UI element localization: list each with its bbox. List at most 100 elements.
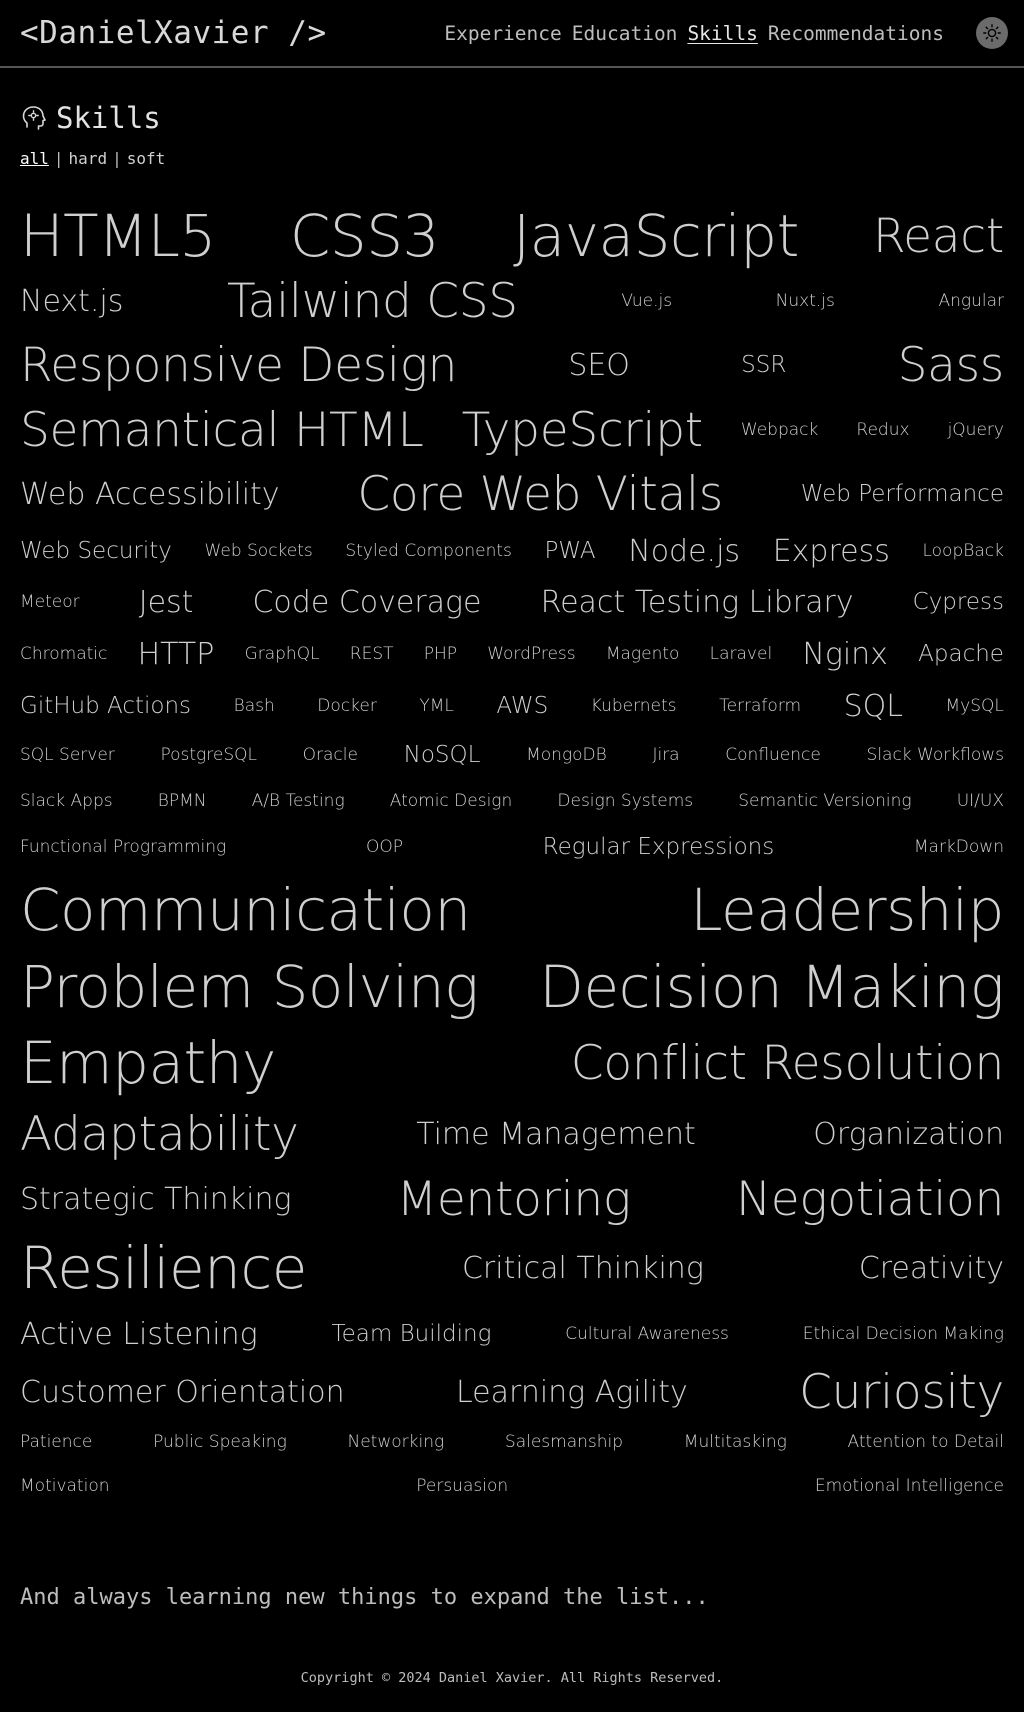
skill-tag: Meteor <box>20 592 80 612</box>
skill-tag: Nginx <box>802 636 888 672</box>
skill-tag: SQL <box>843 688 903 724</box>
filter-hard[interactable]: hard <box>68 149 108 168</box>
skill-tag: Conflict Resolution <box>570 1035 1004 1091</box>
skill-tag: Semantic Versioning <box>738 791 912 811</box>
skill-tag: A/B Testing <box>251 791 345 811</box>
skills-row: Patience Public Speaking Networking Salesma… <box>20 1420 1004 1464</box>
sun-icon <box>983 24 1001 42</box>
skills-row: Strategic Thinking Mentoring Negotiation <box>20 1166 1004 1232</box>
skill-tag: Resilience <box>20 1234 307 1302</box>
skills-row: Next.js Tailwind CSS Vue.js Nuxt.js Angular <box>20 270 1004 332</box>
skill-tag: Ethical Decision Making <box>802 1324 1004 1344</box>
skills-row: Resilience Critical Thinking Creativity <box>20 1232 1004 1304</box>
site-header: <DanielXavier /> Experience Education Sk… <box>0 0 1024 68</box>
skills-row: Meteor Jest Code Coverage React Testing Lib… <box>20 576 1004 628</box>
skill-tag: Redux <box>856 420 910 440</box>
skill-tag: JavaScript <box>513 202 799 270</box>
filter-all[interactable]: all <box>20 149 49 168</box>
skills-row: Slack Apps BPMN A/B Testing Atomic Design De… <box>20 778 1004 824</box>
skill-tag: Slack Workflows <box>866 745 1004 765</box>
skill-tag: NoSQL <box>403 742 481 768</box>
nav-skills[interactable]: Skills <box>687 21 758 45</box>
skill-tag: Chromatic <box>20 644 108 664</box>
skill-tag: Next.js <box>20 283 124 319</box>
skills-cloud: HTML5 CSS3 JavaScript React Next.js Tailwind … <box>20 202 1004 1508</box>
filter-soft[interactable]: soft <box>126 149 166 168</box>
skill-tag: Creativity <box>858 1250 1004 1286</box>
skill-tag: Express <box>772 533 890 569</box>
skill-tag: Laravel <box>709 644 773 664</box>
skills-row: Customer Orientation Learning Agility Curi… <box>20 1364 1004 1420</box>
filter-separator: | <box>112 149 122 168</box>
skills-row: Active Listening Team Building Cultural Aw… <box>20 1304 1004 1364</box>
skill-tag: Oracle <box>302 745 358 765</box>
skill-tag: MongoDB <box>526 745 607 765</box>
closing-line: And always learning new things to expand… <box>20 1585 709 1610</box>
skill-tag: Regular Expressions <box>542 834 775 860</box>
skill-tag: Critical Thinking <box>461 1250 704 1286</box>
skill-filters: all | hard | soft <box>20 149 1004 168</box>
skills-row: Responsive Design SEO SSR Sass <box>20 332 1004 398</box>
skills-row: Web Accessibility Core Web Vitals Web Perf… <box>20 462 1004 526</box>
skill-tag: OOP <box>365 837 403 857</box>
theme-toggle-button[interactable] <box>976 17 1008 49</box>
skill-tag: Public Speaking <box>153 1432 287 1452</box>
site-logo[interactable]: <DanielXavier /> <box>20 15 327 51</box>
nav-recommendations[interactable]: Recommendations <box>767 21 944 45</box>
skill-tag: PHP <box>423 644 457 664</box>
skill-tag: Styled Components <box>345 541 512 561</box>
skill-tag: React Testing Library <box>540 584 854 620</box>
skills-row: Communication Leadership <box>20 870 1004 950</box>
skill-tag: Confluence <box>725 745 821 765</box>
skill-tag: Learning Agility <box>455 1374 688 1410</box>
skill-tag: Magento <box>605 644 680 664</box>
skill-tag: MySQL <box>945 696 1004 716</box>
head-gear-icon <box>22 106 46 130</box>
skill-tag: GraphQL <box>244 644 320 664</box>
skill-tag: HTTP <box>137 636 215 672</box>
skill-tag: Problem Solving <box>20 953 479 1021</box>
skill-tag: Salesmanship <box>504 1432 624 1452</box>
skill-tag: Apache <box>918 641 1004 667</box>
skill-tag: Semantical HTML <box>20 402 424 458</box>
skill-tag: Jira <box>652 745 680 765</box>
skill-tag: Organization <box>813 1116 1004 1152</box>
skill-tag: Docker <box>317 696 377 716</box>
skill-tag: Vue.js <box>621 291 673 311</box>
skills-row: HTML5 CSS3 JavaScript React <box>20 202 1004 270</box>
skill-tag: Node.js <box>628 533 741 569</box>
skill-tag: HTML5 <box>20 202 216 270</box>
skill-tag: Multitasking <box>683 1432 787 1452</box>
skill-tag: PostgreSQL <box>160 745 257 765</box>
skill-tag: Time Management <box>416 1116 696 1152</box>
skills-row: Motivation Persuasion Emotional Intelligen… <box>20 1464 1004 1508</box>
skill-tag: Sass <box>897 337 1005 393</box>
nav-education[interactable]: Education <box>571 21 678 45</box>
skills-row: Empathy Conflict Resolution <box>20 1024 1004 1102</box>
skill-tag: Negotiation <box>735 1171 1004 1227</box>
skill-tag: WordPress <box>487 644 576 664</box>
section-title: Skills <box>56 101 161 135</box>
nav-experience[interactable]: Experience <box>444 21 562 45</box>
skill-tag: Web Accessibility <box>20 476 280 512</box>
skill-tag: Curiosity <box>799 1364 1004 1420</box>
skill-tag: Angular <box>938 291 1004 311</box>
skills-heading: Skills <box>20 101 1004 135</box>
skill-tag: TypeScript <box>461 402 704 458</box>
skill-tag: REST <box>349 644 394 664</box>
skill-tag: CSS3 <box>289 202 440 270</box>
skills-row: Chromatic HTTP GraphQL REST PHP WordPress Mage… <box>20 628 1004 680</box>
skill-tag: Communication <box>20 876 471 944</box>
skill-tag: SSR <box>741 352 787 378</box>
skill-tag: Functional Programming <box>20 837 227 857</box>
skill-tag: Empathy <box>20 1029 276 1097</box>
skill-tag: UI/UX <box>956 791 1004 811</box>
copyright: Copyright © 2024 Daniel Xavier. All Righ… <box>300 1670 724 1686</box>
skill-tag: Bash <box>233 696 275 716</box>
skill-tag: Customer Orientation <box>20 1374 345 1410</box>
skill-tag: BPMN <box>157 791 207 811</box>
skill-tag: Adaptability <box>20 1106 299 1162</box>
skill-tag: SQL Server <box>20 745 115 765</box>
skill-tag: Patience <box>20 1432 93 1452</box>
skills-row: Functional Programming OOP Regular Express… <box>20 824 1004 870</box>
